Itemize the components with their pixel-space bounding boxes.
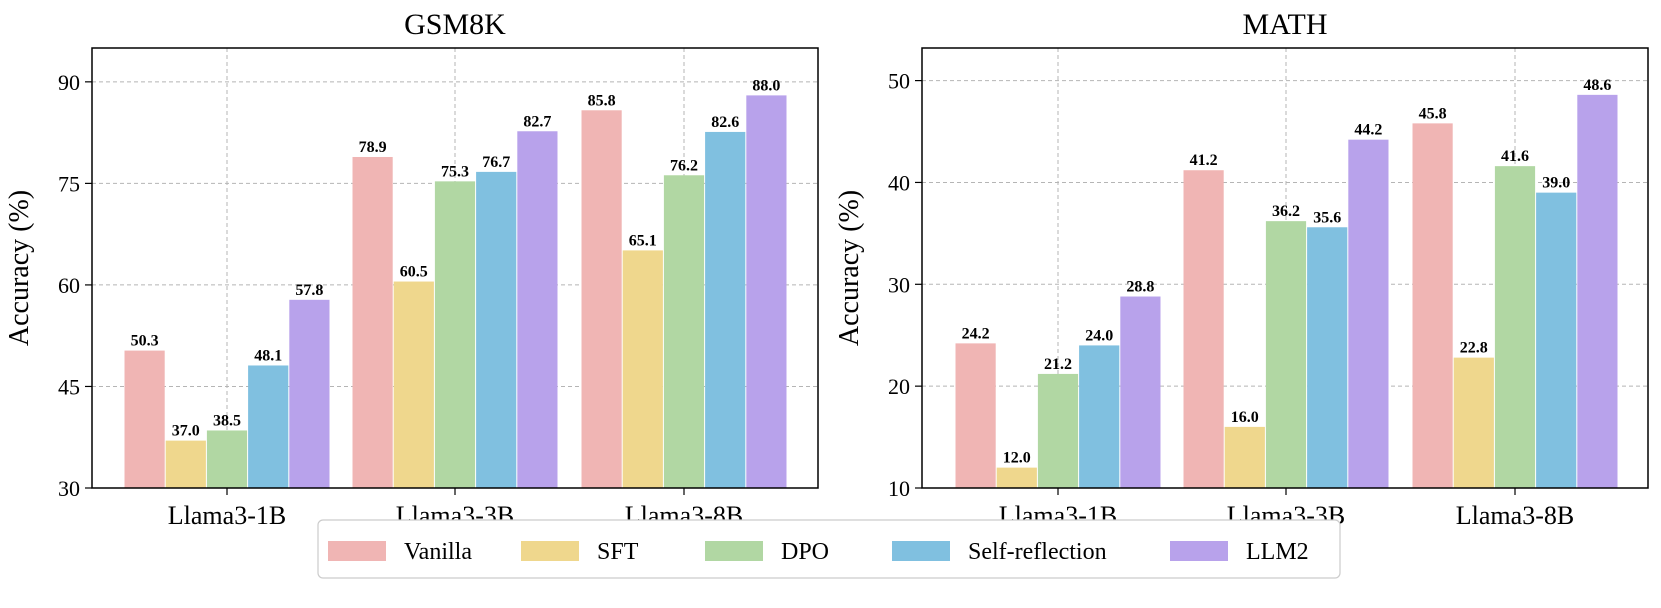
y-tick-label: 20 bbox=[888, 374, 910, 399]
legend-swatch-vanilla bbox=[328, 541, 386, 561]
bar-dpo-llama3-8b bbox=[1494, 166, 1536, 489]
bar-llm2-llama3-1b bbox=[1120, 296, 1161, 488]
bar-sft-llama3-8b bbox=[622, 250, 663, 488]
bar-dpo-llama3-8b bbox=[663, 175, 705, 488]
y-tick-label: 30 bbox=[888, 272, 910, 297]
bar-dpo-llama3-3b bbox=[434, 181, 476, 488]
data-label: 82.7 bbox=[523, 113, 551, 130]
bar-dpo-llama3-3b bbox=[1265, 221, 1307, 489]
data-label: 48.1 bbox=[254, 347, 282, 364]
chart-title: MATH bbox=[1242, 8, 1327, 41]
bar-self-reflection-llama3-3b bbox=[1307, 227, 1348, 488]
legend-label: Self-reflection bbox=[968, 539, 1107, 565]
data-label: 41.6 bbox=[1501, 148, 1529, 165]
bar-llm2-llama3-1b bbox=[289, 299, 330, 488]
legend-swatch-llm2 bbox=[1170, 541, 1228, 561]
bar-sft-llama3-3b bbox=[393, 281, 434, 488]
bar-vanilla-llama3-8b bbox=[581, 110, 622, 489]
bar-sft-llama3-3b bbox=[1224, 426, 1265, 488]
data-label: 48.6 bbox=[1583, 77, 1611, 94]
data-label: 85.8 bbox=[588, 92, 616, 109]
chart-panel-0: 30 45 60 75 90 50.3 78.9 85.8 37.0 60.5 65.1 38.5 75… bbox=[4, 8, 819, 530]
data-label: 35.6 bbox=[1313, 209, 1341, 226]
data-label: 39.0 bbox=[1542, 175, 1570, 192]
legend-swatch-sft bbox=[521, 541, 579, 561]
legend-box bbox=[317, 519, 1341, 579]
data-label: 16.0 bbox=[1231, 409, 1259, 426]
y-tick-label: 40 bbox=[888, 170, 910, 195]
y-tick-label: 30 bbox=[58, 476, 80, 501]
x-tick-label: Llama3-1B bbox=[168, 501, 286, 530]
data-label: 76.2 bbox=[670, 157, 698, 174]
bar-self-reflection-llama3-1b bbox=[1079, 345, 1120, 488]
bar-vanilla-llama3-3b bbox=[352, 156, 393, 488]
chart-panel-1: 10 20 30 40 50 24.2 41.2 45.8 12.0 16.0 22.8 21.2 36… bbox=[834, 8, 1649, 530]
legend-swatch-dpo bbox=[705, 541, 763, 561]
data-label: 44.2 bbox=[1354, 122, 1382, 139]
data-label: 12.0 bbox=[1003, 450, 1031, 467]
y-tick-label: 75 bbox=[58, 171, 80, 196]
data-label: 37.0 bbox=[172, 423, 200, 440]
data-label: 36.2 bbox=[1272, 203, 1300, 220]
data-label: 38.5 bbox=[213, 412, 241, 429]
data-label: 22.8 bbox=[1460, 340, 1488, 357]
bar-vanilla-llama3-1b bbox=[955, 343, 996, 488]
data-label: 41.2 bbox=[1190, 152, 1218, 169]
legend: Vanilla SFT DPO Self-reflection LLM2 bbox=[317, 519, 1341, 579]
data-label: 60.5 bbox=[400, 264, 428, 281]
bar-self-reflection-llama3-8b bbox=[705, 131, 746, 488]
legend-label: SFT bbox=[597, 539, 639, 565]
bar-self-reflection-llama3-8b bbox=[1536, 192, 1577, 488]
bar-vanilla-llama3-3b bbox=[1183, 170, 1224, 488]
data-label: 78.9 bbox=[359, 139, 387, 156]
data-label: 57.8 bbox=[295, 282, 323, 299]
chart-title: GSM8K bbox=[404, 8, 506, 41]
legend-swatch-self-reflection bbox=[892, 541, 950, 561]
bar-llm2-llama3-8b bbox=[1577, 94, 1618, 488]
bar-llm2-llama3-8b bbox=[746, 95, 787, 488]
y-tick-label: 60 bbox=[58, 273, 80, 298]
bar-self-reflection-llama3-1b bbox=[248, 365, 289, 488]
data-label: 75.3 bbox=[441, 163, 469, 180]
bar-dpo-llama3-1b bbox=[1037, 373, 1079, 488]
y-tick-label: 50 bbox=[888, 69, 910, 94]
legend-label: DPO bbox=[781, 539, 829, 565]
data-label: 21.2 bbox=[1044, 356, 1072, 373]
bar-vanilla-llama3-1b bbox=[124, 350, 165, 488]
data-label: 88.0 bbox=[752, 77, 780, 94]
x-tick-label: Llama3-8B bbox=[1456, 501, 1574, 530]
y-tick-label: 45 bbox=[58, 374, 80, 399]
plot-frame bbox=[921, 47, 1649, 489]
bar-sft-llama3-1b bbox=[996, 467, 1037, 488]
data-label: 24.0 bbox=[1085, 327, 1113, 344]
bar-llm2-llama3-3b bbox=[1348, 139, 1389, 488]
bar-sft-llama3-8b bbox=[1453, 357, 1494, 488]
y-tick-label: 90 bbox=[58, 70, 80, 95]
bar-sft-llama3-1b bbox=[165, 440, 206, 488]
data-label: 76.7 bbox=[482, 154, 510, 171]
y-tick-label: 10 bbox=[888, 476, 910, 501]
bar-vanilla-llama3-8b bbox=[1412, 123, 1453, 489]
data-label: 82.6 bbox=[711, 114, 739, 131]
y-axis-label: Accuracy (%) bbox=[4, 190, 35, 346]
data-label: 28.8 bbox=[1126, 279, 1154, 296]
legend-label: LLM2 bbox=[1246, 539, 1309, 565]
y-axis-label: Accuracy (%) bbox=[834, 190, 865, 346]
data-label: 50.3 bbox=[131, 333, 159, 350]
data-label: 45.8 bbox=[1419, 105, 1447, 122]
bar-dpo-llama3-1b bbox=[206, 430, 248, 488]
bar-llm2-llama3-3b bbox=[517, 131, 558, 488]
data-label: 65.1 bbox=[629, 232, 657, 249]
data-label: 24.2 bbox=[962, 325, 990, 342]
legend-label: Vanilla bbox=[404, 539, 472, 565]
bar-self-reflection-llama3-3b bbox=[476, 171, 517, 488]
